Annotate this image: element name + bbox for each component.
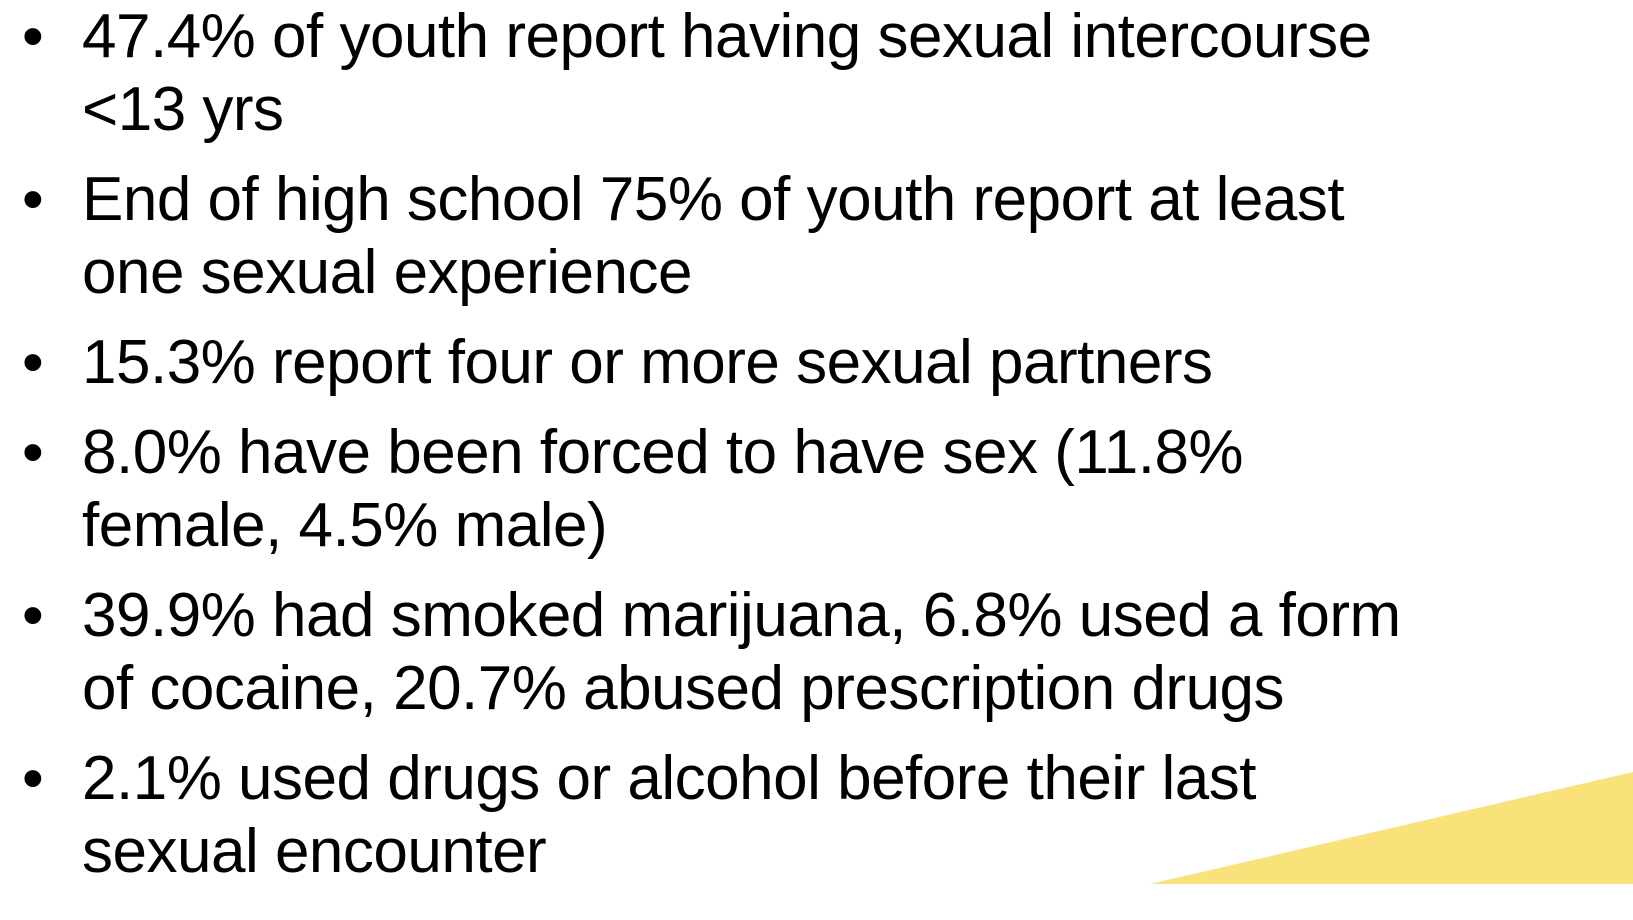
bullet-text: sexual encounter xyxy=(82,817,547,886)
bullet-text: 39.9% had smoked marijuana, 6.8% used a … xyxy=(82,581,1401,650)
bullet-text: 15.3% report four or more sexual partner… xyxy=(82,328,1213,397)
bullet-dot: • xyxy=(22,581,44,650)
yellow-shape xyxy=(1150,772,1633,884)
bullet-dot: • xyxy=(22,2,44,71)
bullet-item: • 8.0% have been forced to have sex (11.8… xyxy=(0,416,1633,562)
bullet-text: <13 yrs xyxy=(82,75,284,144)
bullet-dot: • xyxy=(22,744,44,813)
bullet-text: 2.1% used drugs or alcohol before their … xyxy=(82,744,1256,813)
bullet-text: 47.4% of youth report having sexual inte… xyxy=(82,2,1372,71)
bullet-item: • 2.1% used drugs or alcohol before their… xyxy=(0,742,1633,888)
bullet-item: • 39.9% had smoked marijuana, 6.8% used a… xyxy=(0,579,1633,725)
bullet-text: 8.0% have been forced to have sex (11.8% xyxy=(82,418,1244,487)
bullet-dot: • xyxy=(22,328,44,397)
bullet-text: one sexual experience xyxy=(82,238,692,307)
bullet-text: of cocaine, 20.7% abused prescription dr… xyxy=(82,654,1285,723)
bullet-item: • End of high school 75% of youth report … xyxy=(0,163,1633,309)
bullet-dot: • xyxy=(22,418,44,487)
bullet-item: • 15.3% report four or more sexual partne… xyxy=(0,326,1633,399)
bullet-item: • 47.4% of youth report having sexual int… xyxy=(0,0,1633,146)
bullet-list: • 47.4% of youth report having sexual int… xyxy=(0,0,1633,888)
bullet-dot: • xyxy=(22,165,44,234)
bullet-text: female, 4.5% male) xyxy=(82,491,608,560)
bullet-text: End of high school 75% of youth report a… xyxy=(82,165,1345,234)
